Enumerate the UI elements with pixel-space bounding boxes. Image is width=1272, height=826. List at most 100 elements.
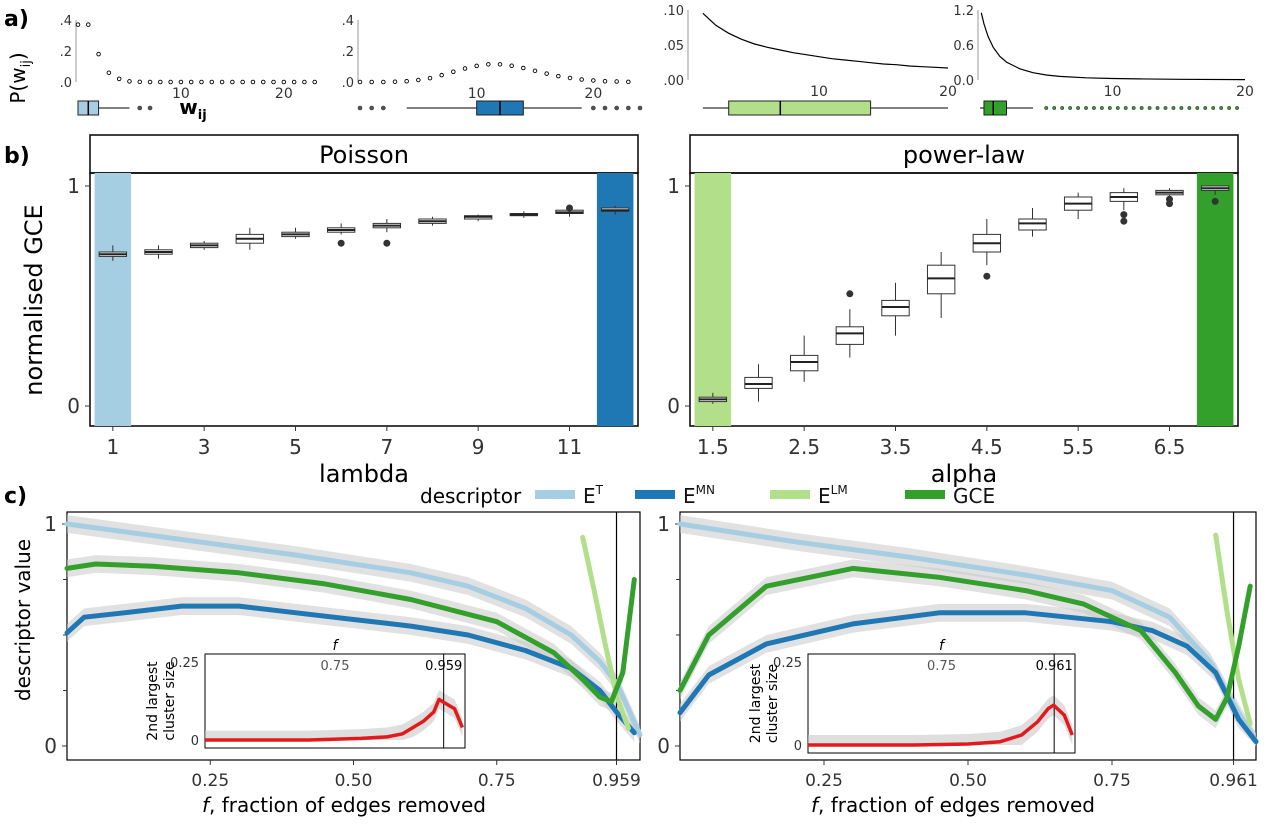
b2-xtick-label: 4.5 (971, 435, 1003, 459)
c2-xtick-label: 0.25 (805, 771, 843, 791)
chart-a2: .0 .2 .4 10 20 (342, 14, 643, 116)
b2-plot: 0 1 1.5 2.5 3.5 4.5 5.5 6.5 (667, 173, 1234, 459)
a4-box-outlier (1107, 106, 1112, 110)
a4-xtick-label: 20 (1236, 84, 1254, 100)
a3-ytick-label: .10 (663, 4, 684, 19)
a4-ytick-label: 0.0 (953, 74, 974, 89)
a-ylabel: P(wij) (6, 52, 34, 103)
a4-box-outlier (1084, 106, 1088, 110)
b1-outlier (337, 239, 345, 247)
a1-point (199, 79, 204, 85)
c1-xtick-label: 0.50 (335, 771, 373, 791)
legend-swatch (635, 490, 675, 499)
a4-box-outlier (1052, 106, 1057, 110)
legend-label-sup: LM (831, 483, 848, 497)
b1-highlight (596, 173, 634, 426)
c2-inset-ylabel-line1: 2nd largest (748, 663, 764, 743)
legend-label-sup: MN (696, 483, 715, 497)
b2-box (926, 264, 956, 295)
a1-ytick-label: .2 (60, 45, 72, 60)
b2-xtick-label: 6.5 (1154, 435, 1186, 459)
c1-inset-line (205, 697, 465, 742)
a1-xtick-label: 20 (275, 86, 293, 102)
b2-outlier (1120, 211, 1128, 219)
a2-point (614, 79, 619, 84)
a2-point (602, 78, 608, 84)
a1-point (240, 79, 245, 85)
a4-box-outlier (1044, 106, 1049, 110)
a3-ytick-label: .05 (663, 39, 684, 54)
legend-swatch (535, 490, 575, 499)
c2-series-line (1213, 532, 1253, 727)
a4-box (983, 100, 1007, 116)
a2-box-outlier (369, 105, 374, 111)
a3-xtick-label: 10 (810, 84, 828, 100)
a1-point (75, 22, 81, 27)
a4-box-outlier (1139, 106, 1144, 110)
b1-xtick-label: 3 (198, 435, 211, 459)
b2-box (835, 326, 865, 345)
a4-box-outlier (1131, 106, 1136, 110)
a1-point (312, 79, 317, 85)
b2-xtick-label: 1.5 (697, 435, 729, 459)
a4-box-outlier (1115, 106, 1120, 110)
a1-point (230, 79, 235, 85)
c2-band (680, 603, 1256, 746)
c2-plot: 0 1 0.25 0.50 0.75 0.961 0 0.25 0.75 0.961 f 2nd la… (657, 511, 1259, 791)
c2-inset-ytick-label: 0 (794, 739, 802, 754)
legend-title: descriptor (420, 484, 522, 508)
chart-a1: .0 .2 .4 10 20 (60, 14, 317, 116)
b-ylabel: normalised GCE (20, 204, 48, 395)
panel-label-a: a) (4, 7, 29, 32)
b2-box (744, 376, 773, 389)
c1-inset-xlabel: f (333, 638, 340, 654)
c2-xtick-label: 0.961 (1209, 771, 1258, 791)
a1-point (291, 79, 297, 85)
c1-series-line (64, 603, 637, 736)
b2-box (789, 354, 819, 372)
a4-ytick-label: 1.2 (953, 4, 974, 19)
plot-frame-poisson (89, 172, 639, 427)
c2-inset-ylabel-line2: cluster size (765, 664, 781, 743)
a1-point (137, 79, 142, 85)
a1-point (168, 79, 173, 85)
b2-outlier (983, 272, 991, 280)
c1-xtick-label: 0.959 (592, 771, 641, 791)
b1-outlier (566, 204, 573, 212)
a2-point (591, 78, 596, 83)
c1-band (67, 597, 635, 742)
c-ylabel: descriptor value (11, 539, 35, 701)
strip-powerlaw-title: power-law (903, 141, 1025, 169)
a2-point (474, 63, 479, 69)
a3-curve (702, 12, 949, 69)
c2-inset-band (808, 695, 1073, 745)
c2-inset-line (808, 703, 1074, 747)
b2-outlier (1166, 195, 1173, 203)
a2-box-outlier (637, 105, 643, 111)
c1-ytick-label: 0 (44, 734, 57, 758)
c1-xtick-label: 0.75 (478, 771, 516, 791)
b1-plot: 011 3 5 7 9 11 (67, 173, 634, 459)
c1-series-line (580, 534, 631, 731)
a1-point (116, 76, 122, 82)
a1-point (209, 79, 215, 85)
a2-box-outlier (381, 105, 386, 111)
b2-outlier (846, 290, 854, 298)
a2-xtick-label: 20 (584, 86, 602, 102)
b2-xtick-label: 2.5 (788, 435, 820, 459)
a2-box-outlier (602, 105, 608, 111)
a2-point (439, 72, 444, 78)
b2-xtick-label: 3.5 (880, 435, 912, 459)
c2-inset-xtick-label: 0.961 (1036, 659, 1073, 674)
c1-series-line (64, 521, 643, 738)
a4-box-outlier (1203, 106, 1208, 110)
a4-box-outlier (1219, 106, 1224, 110)
chart-a3: .00 .05 .10 10 20 (663, 4, 957, 116)
c2-inset-ytick-label: 0.25 (773, 656, 802, 671)
a2-xtick-label: 10 (468, 86, 486, 102)
a3-xtick-label: 20 (939, 84, 957, 100)
legend-swatch (905, 490, 945, 499)
a2-ytick-label: .2 (342, 45, 354, 60)
panel-b-powerlaw: power-law 0 1 1.5 2.5 3.5 4.5 5.5 6.5 alpha (667, 134, 1239, 488)
a2-point (404, 78, 409, 84)
